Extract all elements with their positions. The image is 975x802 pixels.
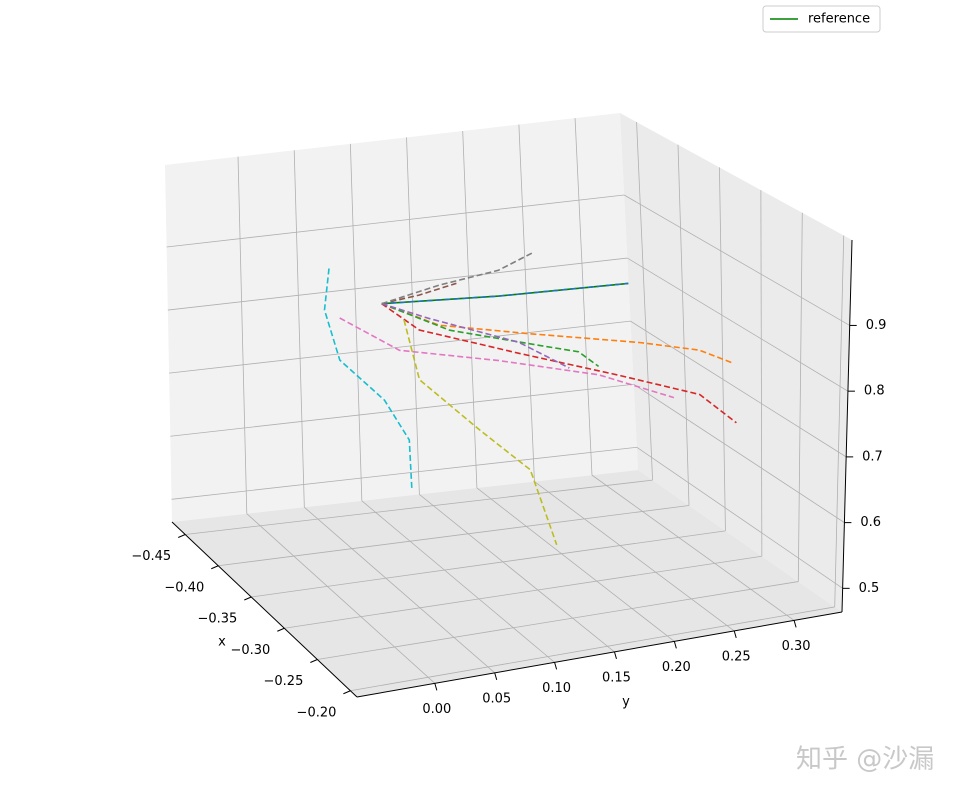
grid-line xyxy=(304,506,495,674)
grid-line xyxy=(419,494,615,653)
grid-line xyxy=(361,500,555,663)
tick-mark xyxy=(434,683,438,691)
tick-mark xyxy=(494,672,498,681)
data-line xyxy=(381,303,737,424)
grid-line xyxy=(534,481,735,632)
x-axis-label: x xyxy=(218,635,226,650)
grid-line xyxy=(627,257,849,392)
z-tick-label: 0.6 xyxy=(860,515,881,530)
grid-line xyxy=(237,156,248,514)
grid-line xyxy=(636,122,653,481)
z-tick-label: 0.8 xyxy=(864,384,885,399)
grid-line xyxy=(170,383,634,437)
tick-mark xyxy=(793,620,797,628)
tick-mark xyxy=(733,630,737,639)
tick-mark xyxy=(244,596,252,601)
x-tick-label: −0.20 xyxy=(297,705,337,720)
z-tick-label: 0.5 xyxy=(859,581,880,596)
grid-line xyxy=(169,320,631,374)
grid-line xyxy=(633,383,845,523)
grid-line xyxy=(518,124,535,482)
grid-line xyxy=(293,150,305,508)
y-tick-label: 0.20 xyxy=(662,660,691,675)
grid-line xyxy=(760,190,763,557)
grid-line xyxy=(623,194,850,326)
grid-line xyxy=(185,479,653,535)
side-pane xyxy=(620,113,852,612)
grid-line xyxy=(317,581,799,660)
data-line xyxy=(381,251,534,305)
data-line xyxy=(381,302,600,368)
grid-line xyxy=(462,130,478,488)
grid-line xyxy=(350,606,835,692)
grid-line xyxy=(166,194,625,248)
legend-box xyxy=(762,5,881,33)
tick-mark xyxy=(310,659,318,663)
grid-line xyxy=(574,118,593,476)
data-line xyxy=(381,282,457,305)
x-axis xyxy=(171,521,358,698)
grid-line xyxy=(171,446,637,500)
grid-line xyxy=(218,505,690,567)
x-tick-label: −0.30 xyxy=(230,643,270,658)
y-tick-label: 0.15 xyxy=(602,670,631,685)
back-pane xyxy=(165,113,638,522)
grid-line xyxy=(284,555,762,629)
y-tick-label: 0.05 xyxy=(482,691,511,706)
legend: reference xyxy=(762,5,881,33)
y-tick-label: 0.30 xyxy=(782,639,811,654)
tick-mark xyxy=(673,641,677,649)
z-tick-label: 0.7 xyxy=(862,449,883,464)
grid-line xyxy=(476,487,675,642)
grid-line xyxy=(630,320,847,458)
floor-pane xyxy=(172,470,842,697)
x-tick-label: −0.25 xyxy=(264,674,304,689)
grid-line xyxy=(591,474,795,621)
grid-line xyxy=(406,137,420,495)
tick-mark xyxy=(613,651,617,660)
tick-mark xyxy=(554,662,558,670)
tick-mark xyxy=(343,690,351,695)
x-tick-label: −0.40 xyxy=(164,580,204,595)
x-tick-label: −0.35 xyxy=(197,612,237,627)
y-axis-label: y xyxy=(622,695,630,710)
z-tick-label: 0.9 xyxy=(866,318,887,333)
x-tick-label: −0.45 xyxy=(131,549,171,564)
tick-mark xyxy=(211,565,219,570)
data-line xyxy=(381,282,629,305)
data-line xyxy=(381,302,570,369)
grid-line xyxy=(251,530,726,598)
grid-line xyxy=(677,144,690,506)
tick-mark xyxy=(277,627,285,632)
grid-line xyxy=(719,167,726,531)
grid-line xyxy=(246,513,436,684)
grid-line xyxy=(834,235,845,607)
y-axis xyxy=(356,611,843,698)
grid-line xyxy=(349,143,363,501)
tick-mark xyxy=(178,534,186,538)
data-line xyxy=(403,319,558,546)
y-tick-label: 0.00 xyxy=(422,702,451,717)
legend-label: reference xyxy=(808,12,870,27)
data-line xyxy=(381,302,733,364)
z-axis xyxy=(841,239,853,613)
data-line xyxy=(339,317,675,399)
data-line xyxy=(323,268,413,491)
grid-line xyxy=(797,212,803,582)
grid-line xyxy=(636,446,843,589)
grid-line xyxy=(167,257,628,311)
y-tick-label: 0.10 xyxy=(542,681,571,696)
y-tick-label: 0.25 xyxy=(722,649,751,664)
watermark: 知乎 @沙漏 xyxy=(796,745,934,775)
